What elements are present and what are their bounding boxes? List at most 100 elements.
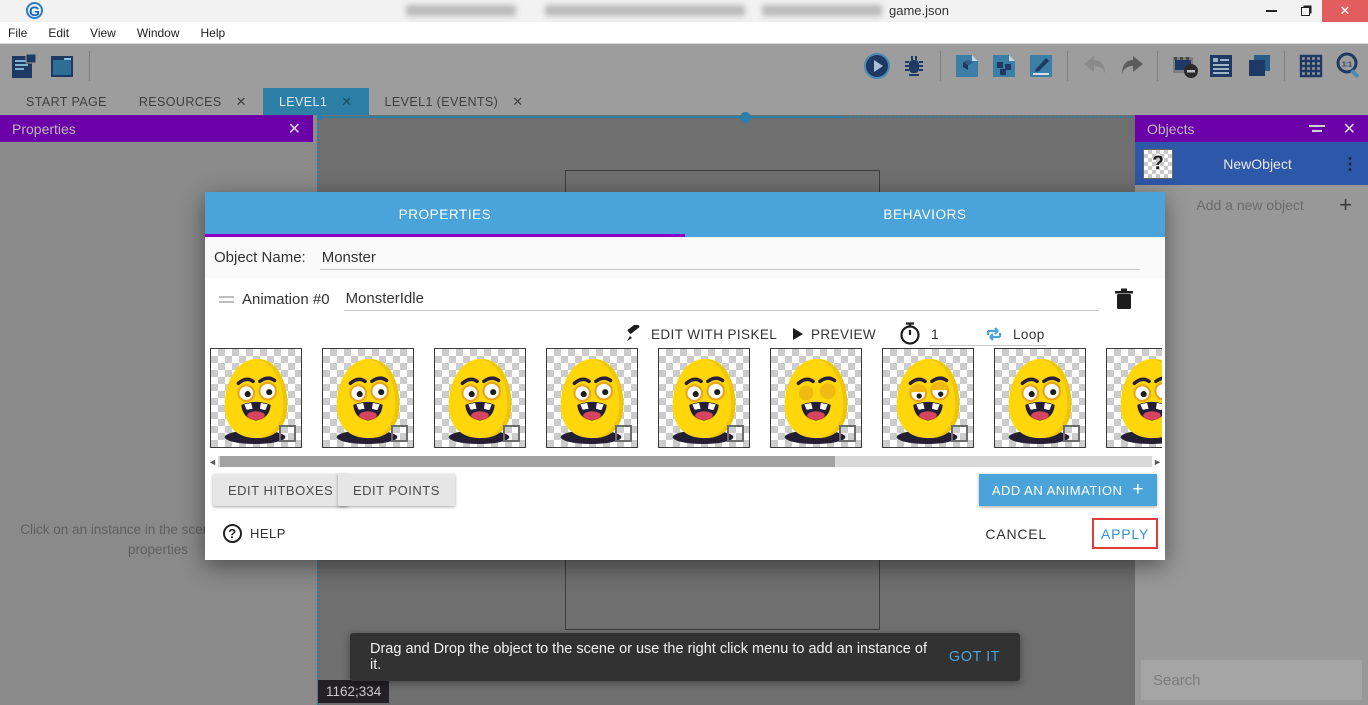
animation-frame[interactable] (882, 348, 974, 448)
objects-search-input[interactable] (1153, 671, 1352, 689)
animation-name-input[interactable] (343, 287, 1099, 311)
tab-level1-events[interactable]: LEVEL1 (EVENTS) ✕ (369, 88, 540, 115)
title-redacted-segment (545, 5, 745, 16)
frame-corner-handle (279, 425, 296, 442)
animation-controls-row: EDIT WITH PISKEL PREVIEW Loop (205, 320, 1165, 348)
edit-scene-file-icon[interactable] (1027, 52, 1055, 80)
close-tab-icon[interactable]: ✕ (512, 93, 524, 109)
animation-frame[interactable] (546, 348, 638, 448)
cursor-coordinates-badge: 1162;334 (318, 680, 390, 703)
objects-panel-title: Objects (1147, 120, 1195, 137)
restore-button[interactable] (1288, 0, 1322, 22)
animation-frame[interactable] (434, 348, 526, 448)
edit-hitboxes-button[interactable]: EDIT HITBOXES (213, 474, 349, 506)
menu-bar: File Edit View Window Help (0, 22, 1368, 44)
menu-file[interactable]: File (8, 25, 28, 40)
title-redacted-segment (406, 5, 516, 16)
tab-level1[interactable]: LEVEL1 ✕ (262, 88, 369, 115)
publish-file-icon[interactable] (990, 52, 1018, 80)
tab-start-page[interactable]: START PAGE (10, 88, 123, 115)
objects-panel: Objects ✕ ? NewObject ⋮ Add a new object… (1135, 115, 1368, 705)
animation-frame[interactable] (658, 348, 750, 448)
object-name-input[interactable] (319, 245, 1140, 270)
close-window-button[interactable]: ✕ (1322, 0, 1368, 22)
object-menu-kebab-icon[interactable]: ⋮ (1342, 155, 1358, 173)
scene-selection-corner-handle[interactable] (313, 111, 322, 120)
menu-view[interactable]: View (90, 25, 116, 40)
menu-window[interactable]: Window (136, 25, 180, 40)
add-object-row[interactable]: Add a new object + (1135, 185, 1368, 225)
add-object-plus-icon[interactable]: + (1339, 192, 1352, 217)
undo-icon[interactable] (1080, 52, 1108, 80)
filter-icon[interactable] (1308, 125, 1325, 132)
dialog-tab-properties[interactable]: PROPERTIES (398, 207, 492, 222)
loop-toggle[interactable]: Loop (983, 320, 1045, 348)
layers-icon[interactable] (1244, 52, 1272, 80)
export-file-icon[interactable] (953, 52, 981, 80)
menu-help[interactable]: Help (200, 25, 226, 40)
tab-label: RESOURCES (138, 94, 222, 109)
close-tab-icon[interactable]: ✕ (235, 93, 247, 109)
preview-button[interactable]: PREVIEW (793, 320, 876, 348)
plus-icon: + (1132, 479, 1144, 500)
close-tab-icon[interactable]: ✕ (341, 93, 353, 109)
properties-panel-title: Properties (12, 120, 76, 137)
redo-icon[interactable] (1117, 52, 1145, 80)
frame-corner-handle (615, 425, 632, 442)
minimize-button[interactable] (1254, 0, 1288, 22)
edit-points-button[interactable]: EDIT POINTS (338, 474, 455, 506)
scrollbar-thumb[interactable] (220, 456, 835, 467)
close-panel-icon[interactable]: ✕ (1342, 120, 1356, 138)
object-list-item-newobject[interactable]: ? NewObject ⋮ (1135, 142, 1368, 185)
animation-frame[interactable] (210, 348, 302, 448)
got-it-button[interactable]: GOT IT (948, 649, 1000, 665)
title-bar: G game.json ✕ (0, 0, 1368, 22)
grid-icon[interactable] (1297, 52, 1325, 80)
hint-toast: Drag and Drop the object to the scene or… (350, 633, 1020, 681)
svg-text:1:1: 1:1 (1342, 62, 1352, 69)
help-button[interactable]: ? HELP (223, 524, 286, 543)
tab-label: LEVEL1 (278, 94, 328, 109)
animation-frame[interactable] (770, 348, 862, 448)
main-toolbar: 1:1 (0, 44, 1368, 88)
edit-with-piskel-button[interactable]: EDIT WITH PISKEL (625, 320, 777, 348)
zoom-1-1-icon[interactable]: 1:1 (1334, 52, 1362, 80)
objects-list-icon[interactable] (1207, 52, 1235, 80)
add-animation-button[interactable]: ADD AN ANIMATION + (978, 474, 1157, 506)
toggle-mask-icon[interactable] (1170, 52, 1198, 80)
delete-animation-button[interactable] (1113, 287, 1135, 311)
scroll-left-icon[interactable]: ◄ (208, 456, 217, 467)
animation-frame[interactable] (994, 348, 1086, 448)
drag-handle-icon[interactable] (219, 295, 234, 303)
tab-resources[interactable]: RESOURCES ✕ (123, 88, 263, 115)
frames-scrollbar[interactable]: ◄ ► (207, 455, 1163, 468)
trash-icon (1114, 288, 1133, 309)
dialog-footer: ? HELP CANCEL APPLY (205, 514, 1165, 560)
animation-frame[interactable] (1106, 348, 1162, 448)
minimize-icon (1265, 10, 1277, 12)
frame-corner-handle (951, 425, 968, 442)
close-panel-icon[interactable]: ✕ (287, 120, 301, 138)
scroll-right-icon[interactable]: ► (1153, 456, 1162, 467)
scrollbar-track[interactable] (218, 456, 1152, 467)
play-icon[interactable] (863, 52, 891, 80)
edit-with-piskel-label: EDIT WITH PISKEL (651, 326, 778, 342)
debug-icon[interactable] (900, 52, 928, 80)
play-icon (793, 328, 803, 340)
cancel-button[interactable]: CANCEL (985, 526, 1047, 542)
main-area: Properties ✕ Click on an instance in the… (0, 111, 1368, 705)
object-thumbnail: ? (1143, 148, 1173, 179)
apply-button[interactable]: APPLY (1100, 525, 1150, 542)
project-manager-icon[interactable] (10, 52, 38, 80)
object-editor-dialog: PROPERTIES BEHAVIORS Object Name: Animat… (205, 192, 1165, 560)
start-page-icon[interactable] (48, 52, 76, 80)
preview-label: PREVIEW (811, 326, 877, 342)
title-redacted-segment (762, 5, 882, 16)
objects-search-bar (1141, 660, 1362, 700)
menu-edit[interactable]: Edit (48, 25, 70, 40)
animation-frame[interactable] (322, 348, 414, 448)
add-animation-label: ADD AN ANIMATION (991, 482, 1123, 498)
tab-label: LEVEL1 (EVENTS) (384, 94, 499, 109)
scene-selection-resize-handle[interactable] (740, 112, 751, 123)
dialog-tab-behaviors[interactable]: BEHAVIORS (883, 207, 967, 222)
